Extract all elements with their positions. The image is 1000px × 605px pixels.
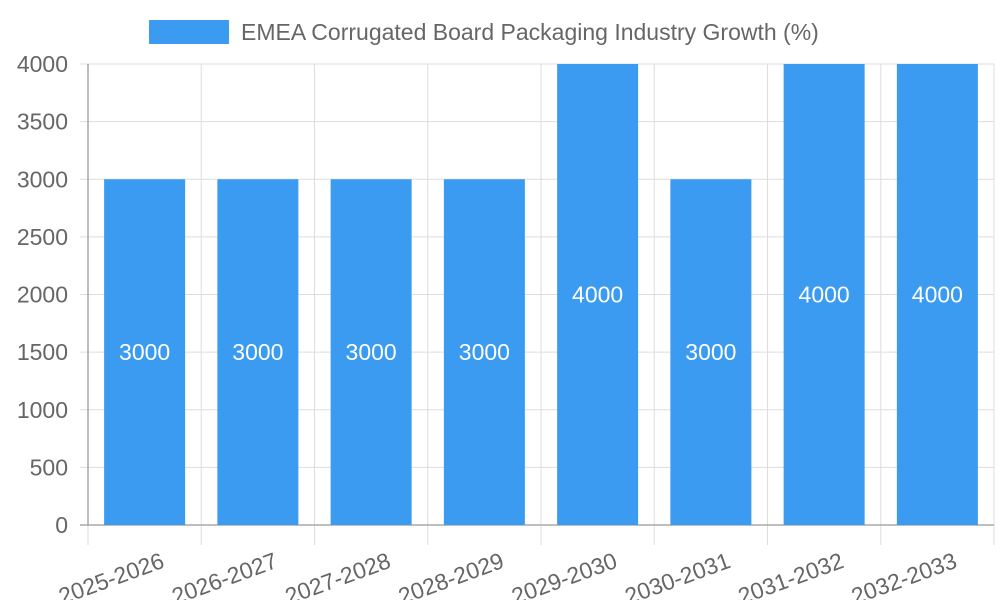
legend-swatch <box>149 20 229 44</box>
bars: 3000 3000 3000 3000 4000 3000 4000 4000 <box>104 64 978 525</box>
bar-2026-2027[interactable] <box>217 179 299 525</box>
bar-2027-2028[interactable] <box>330 179 412 525</box>
x-tick-label-2030-2031: 2030-2031 <box>621 547 733 600</box>
y-tick-label-2000: 2000 <box>17 282 68 308</box>
x-tick-label-2029-2030: 2029-2030 <box>508 547 620 600</box>
data-label-2028-2029: 3000 <box>459 339 510 365</box>
x-tick-label-2025-2026: 2025-2026 <box>55 547 167 600</box>
bar-2030-2031[interactable] <box>670 179 752 525</box>
bar-2025-2026[interactable] <box>104 179 186 525</box>
y-tick-label-1500: 1500 <box>17 339 68 365</box>
y-tick-label-2500: 2500 <box>17 224 68 250</box>
data-label-2025-2026: 3000 <box>119 339 170 365</box>
y-tick-label-3500: 3500 <box>17 109 68 135</box>
x-tick-label-2026-2027: 2026-2027 <box>168 547 280 600</box>
x-tick-label-2031-2032: 2031-2032 <box>735 547 847 600</box>
data-label-2026-2027: 3000 <box>232 339 283 365</box>
y-tick-label-1000: 1000 <box>17 397 68 423</box>
bar-2031-2032[interactable] <box>783 64 865 525</box>
x-tick-label-2027-2028: 2027-2028 <box>282 547 394 600</box>
data-label-2032-2033: 4000 <box>912 282 963 308</box>
y-tick-label-3000: 3000 <box>17 166 68 192</box>
y-tick-label-500: 500 <box>30 454 68 480</box>
legend[interactable]: EMEA Corrugated Board Packaging Industry… <box>149 19 819 45</box>
bar-2032-2033[interactable] <box>896 64 978 525</box>
y-tick-label-4000: 4000 <box>17 51 68 77</box>
bar-2029-2030[interactable] <box>557 64 639 525</box>
y-tick-label-0: 0 <box>55 512 68 538</box>
y-tick-labels: 0 500 1000 1500 2000 2500 3000 3500 4000 <box>17 51 68 538</box>
data-label-2030-2031: 3000 <box>685 339 736 365</box>
x-tick-label-2028-2029: 2028-2029 <box>395 547 507 600</box>
legend-label: EMEA Corrugated Board Packaging Industry… <box>241 19 819 45</box>
bar-2028-2029[interactable] <box>443 179 525 525</box>
data-label-2027-2028: 3000 <box>346 339 397 365</box>
x-tick-label-2032-2033: 2032-2033 <box>848 547 960 600</box>
x-tick-labels: 2025-2026 2026-2027 2027-2028 2028-2029 2029… <box>55 547 960 605</box>
data-label-2031-2032: 4000 <box>799 282 850 308</box>
data-label-2029-2030: 4000 <box>572 282 623 308</box>
